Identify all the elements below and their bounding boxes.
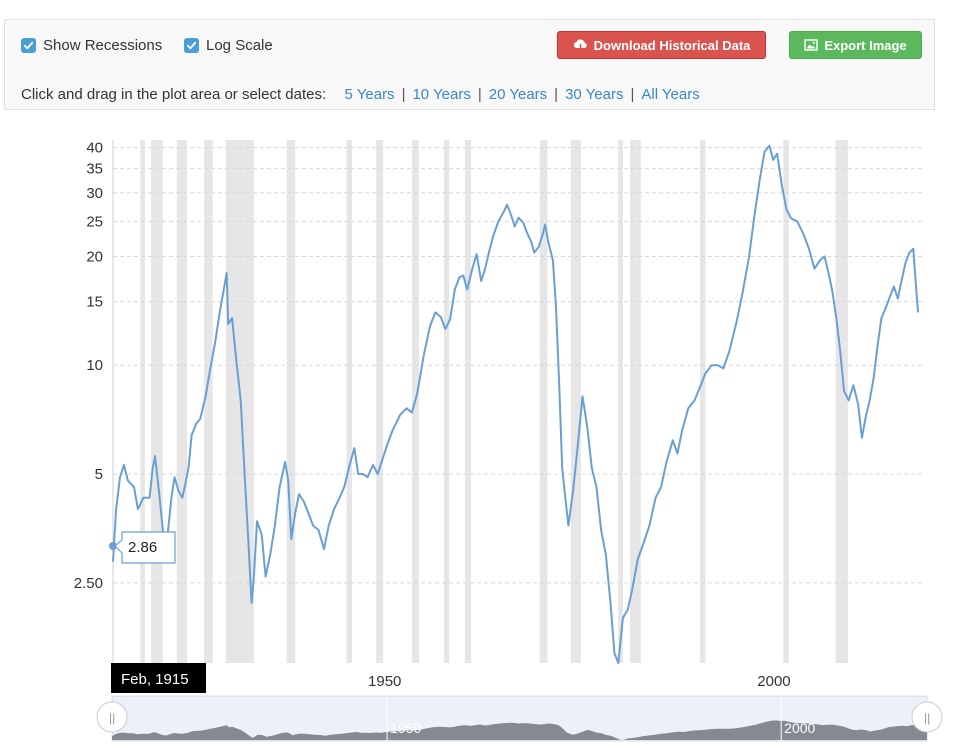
download-historical-data-button[interactable]: Download Historical Data: [557, 31, 766, 59]
show-recessions-label: Show Recessions: [43, 37, 163, 54]
range-10-years-link[interactable]: 10 Years: [412, 86, 471, 103]
navigator-label: 1950: [390, 720, 421, 736]
recession-band: [618, 140, 623, 663]
y-tick-label: 2.50: [74, 575, 103, 592]
recession-band: [376, 140, 384, 663]
recession-band: [570, 140, 581, 663]
navigator-label: 2000: [784, 720, 815, 736]
tooltip-value: 2.86: [128, 539, 157, 556]
date-range-selector: Click and drag in the plot area or selec…: [21, 86, 700, 103]
recession-band: [151, 140, 163, 663]
date-range-prompt: Click and drag in the plot area or selec…: [21, 86, 327, 103]
recession-band: [346, 140, 353, 663]
recession-band: [140, 140, 145, 663]
navigator-handle-left[interactable]: ||: [96, 701, 128, 733]
recession-band: [783, 140, 789, 663]
range-30-years-link[interactable]: 30 Years: [565, 86, 624, 103]
recession-band: [443, 140, 450, 663]
y-tick-label: 10: [86, 357, 103, 374]
cloud-download-icon: [573, 39, 588, 51]
recession-band: [835, 140, 848, 663]
recession-band: [629, 140, 641, 663]
date-flag-label: Feb, 1915: [121, 671, 189, 688]
range-all-years-link[interactable]: All Years: [641, 86, 700, 103]
tooltip-marker: [109, 542, 117, 550]
y-tick-label: 35: [86, 161, 103, 178]
grid-lines: [113, 147, 922, 584]
date-flag: Feb, 1915: [111, 663, 206, 693]
recession-band: [204, 140, 213, 663]
y-tick-label: 5: [95, 466, 103, 483]
navigator-labels: 1950 2000: [386, 696, 816, 741]
price-series-line: [112, 144, 919, 664]
grip-icon: ||: [109, 711, 115, 725]
y-tick-label: 30: [86, 185, 103, 202]
download-button-label: Download Historical Data: [593, 37, 751, 53]
export-button-label: Export Image: [824, 37, 907, 53]
checkbox-checked-icon: [184, 38, 199, 53]
recession-band: [176, 140, 187, 663]
range-20-years-link[interactable]: 20 Years: [488, 86, 548, 103]
grip-icon: ||: [924, 711, 930, 725]
y-tick-label: 25: [86, 213, 103, 230]
navigator-handle-right[interactable]: ||: [911, 701, 943, 733]
y-axis-labels: 2.50 5 10 15 20 25 30 35 40: [74, 140, 103, 592]
checkbox-checked-icon: [21, 38, 36, 53]
value-tooltip: 2.86: [109, 531, 176, 564]
show-recessions-checkbox[interactable]: Show Recessions: [21, 37, 162, 54]
x-tick-label: 2000: [757, 673, 790, 690]
recession-bands: [140, 140, 848, 663]
y-tick-label: 15: [86, 294, 103, 311]
export-image-button[interactable]: Export Image: [789, 31, 922, 59]
y-tick-label: 20: [86, 248, 103, 265]
chart-toolbar: Show Recessions Log Scale Download Histo…: [4, 19, 935, 110]
x-axis-labels: 1950 2000: [368, 673, 791, 690]
date-flag-box: [111, 663, 206, 693]
log-scale-checkbox[interactable]: Log Scale: [184, 37, 273, 54]
handle-circle[interactable]: [96, 701, 128, 733]
tooltip-box: [114, 531, 176, 564]
recession-band: [286, 140, 296, 663]
series-line-group: [112, 144, 919, 664]
image-icon: [804, 39, 819, 51]
recession-band: [700, 140, 706, 663]
recession-band: [539, 140, 548, 663]
navigator-area: [112, 720, 927, 740]
range-5-years-link[interactable]: 5 Years: [344, 86, 395, 103]
navigator-mask: [112, 696, 927, 741]
x-tick-label: 1950: [368, 673, 401, 690]
log-scale-label: Log Scale: [206, 37, 273, 54]
y-tick-label: 40: [86, 140, 103, 157]
handle-circle[interactable]: [911, 701, 943, 733]
navigator[interactable]: 1950 2000 || ||: [96, 695, 943, 742]
recession-band: [464, 140, 472, 663]
